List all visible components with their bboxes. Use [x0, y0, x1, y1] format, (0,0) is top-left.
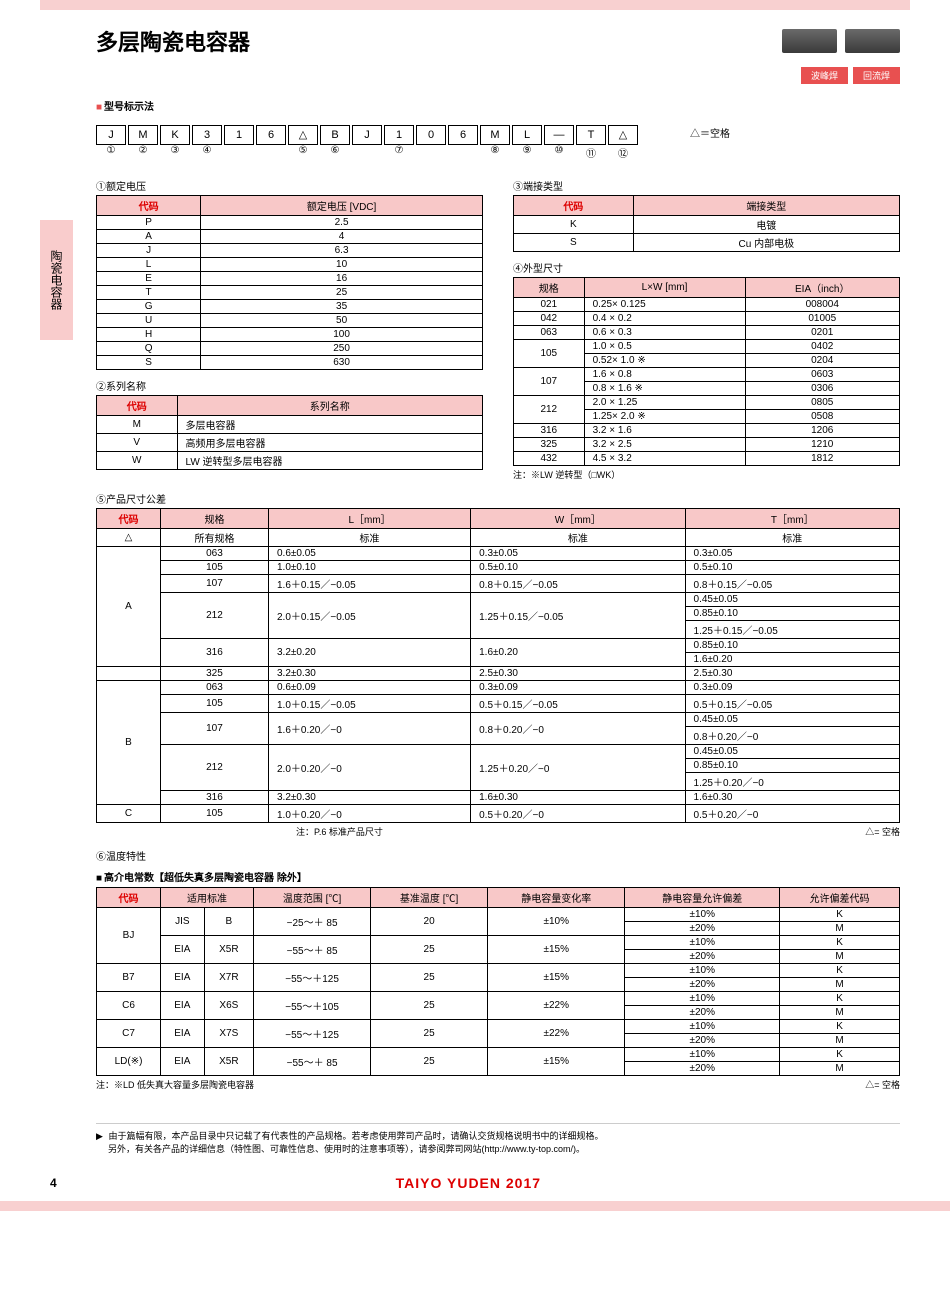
tolerance-table: 代码规格L［mm］W［mm］T［mm］ △所有规格标准标准标准 A0630.6±…	[96, 508, 900, 823]
part-number-indices: ①②③④⑤⑥⑦⑧⑨⑩⑪⑫	[96, 145, 640, 160]
t5-note2: △= 空格	[865, 825, 900, 838]
side-tab: 陶瓷电容器	[40, 220, 73, 340]
page-title: 多层陶瓷电容器	[96, 25, 250, 57]
termination-table: 代码端接类型 K电镀SCu 内部电极	[513, 195, 900, 252]
t5-title: ⑤产品尺寸公差	[96, 491, 900, 506]
blank-note: △＝空格	[690, 125, 730, 145]
t6-note: 注：※LD 低失真大容量多层陶瓷电容器	[96, 1078, 254, 1091]
t1-title: ①额定电压	[96, 178, 483, 193]
brand: TAIYO YUDEN 2017	[57, 1175, 880, 1191]
chip-icons	[782, 29, 900, 53]
size-table: 规格L×W [mm]EIA（inch） 0210.25× 0.125008004…	[513, 277, 900, 466]
t4-note: 注：※LW 逆转型（□WK）	[513, 468, 900, 481]
t3-title: ③端接类型	[513, 178, 900, 193]
t2-title: ②系列名称	[96, 378, 483, 393]
temp-char-table: 代码 适用标准 温度范围 [℃] 基准温度 [℃] 静电容量变化率 静电容量允许…	[96, 887, 900, 1076]
t4-title: ④外型尺寸	[513, 260, 900, 275]
series-table: 代码系列名称 M多层电容器V高频用多层电容器WLW 逆转型多层电容器	[96, 395, 483, 470]
rated-voltage-table: 代码额定电压 [VDC] P2.5A4J6.3L10E16T25G35U50H1…	[96, 195, 483, 370]
footer-note: 由于篇幅有限，本产品目录中只记载了有代表性的产品规格。若考虑使用弊司产品时，请确…	[96, 1123, 900, 1155]
t6-note2: △= 空格	[865, 1078, 900, 1091]
t6-title: ⑥温度特性	[96, 848, 900, 863]
part-number-boxes: JMK316△BJ106ML—T△	[96, 125, 640, 145]
t6-subtitle: 高介电常数【超低失真多层陶瓷电容器 除外】	[96, 869, 900, 884]
t5-note1: 注：P.6 标准产品尺寸	[296, 825, 383, 838]
section-partno: 型号标示法	[96, 98, 900, 113]
badges: 波峰焊 回流焊	[0, 67, 950, 92]
page-number: 4	[50, 1176, 57, 1190]
badge-wave: 波峰焊	[801, 67, 848, 84]
badge-reflow: 回流焊	[853, 67, 900, 84]
